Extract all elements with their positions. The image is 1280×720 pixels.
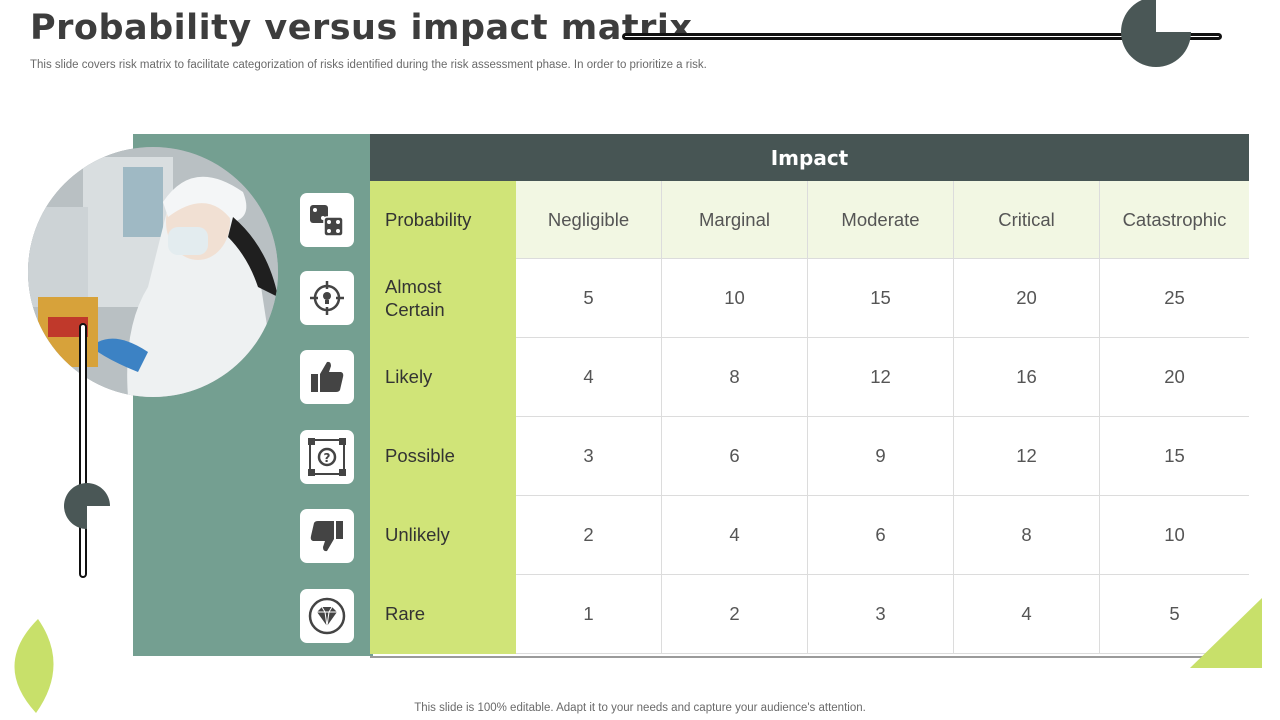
table-row: Likely 4 8 12 16 20	[370, 338, 1249, 417]
quarter-circle-decoration	[1121, 0, 1191, 67]
column-header: Marginal	[662, 181, 808, 259]
question-network-icon-box: ?	[300, 430, 354, 484]
thumbs-up-icon-box	[300, 350, 354, 404]
table-cell: 15	[808, 259, 954, 338]
svg-text:?: ?	[324, 451, 331, 465]
table-row: Possible 3 6 9 12 15	[370, 417, 1249, 496]
slide-title: Probability versus impact matrix	[30, 8, 693, 48]
row-label: Almost Certain	[370, 259, 516, 338]
target-icon-box	[300, 271, 354, 325]
vertical-slider-bar	[79, 323, 87, 578]
table-cell: 6	[808, 496, 954, 575]
table-cell: 3	[516, 417, 662, 496]
table-cell: 10	[1100, 496, 1249, 575]
thumbs-down-icon-box	[300, 509, 354, 563]
leaf-shape-decoration	[14, 619, 54, 713]
table-cell: 2	[662, 575, 808, 654]
table-cell: 20	[1100, 338, 1249, 417]
table-cell: 25	[1100, 259, 1249, 338]
row-label: Likely	[370, 338, 516, 417]
row-label-text: Almost Certain	[385, 276, 445, 320]
column-header-row: Probability Negligible Marginal Moderate…	[370, 181, 1249, 259]
table-row: Almost Certain 5 10 15 20 25	[370, 259, 1249, 338]
table-cell: 4	[516, 338, 662, 417]
table-cell: 12	[808, 338, 954, 417]
row-label: Rare	[370, 575, 516, 654]
table-cell: 6	[662, 417, 808, 496]
table-cell: 15	[1100, 417, 1249, 496]
column-header: Moderate	[808, 181, 954, 259]
column-header: Catastrophic	[1100, 181, 1249, 259]
table-cell: 8	[662, 338, 808, 417]
dice-icon-box	[300, 193, 354, 247]
table-cell: 5	[516, 259, 662, 338]
lab-scientist-photo	[28, 147, 278, 397]
table-cell: 12	[954, 417, 1100, 496]
diamond-icon	[308, 597, 346, 635]
dice-icon	[310, 205, 344, 237]
target-icon	[310, 281, 344, 315]
triangle-decoration	[1190, 598, 1262, 668]
table-cell: 2	[516, 496, 662, 575]
thumbs-down-icon	[310, 521, 343, 552]
thumbs-up-icon	[311, 361, 344, 392]
table-cell: 8	[954, 496, 1100, 575]
table-cell: 9	[808, 417, 954, 496]
diamond-icon-box	[300, 589, 354, 643]
corner-label-probability: Probability	[370, 181, 516, 259]
quarter-circle-decoration-left	[64, 483, 110, 529]
slide-footer: This slide is 100% editable. Adapt it to…	[414, 702, 866, 714]
impact-header: Impact	[370, 134, 1249, 181]
column-header: Negligible	[516, 181, 662, 259]
question-network-icon: ?	[308, 438, 346, 476]
table-row: Rare 1 2 3 4 5	[370, 575, 1249, 654]
table-row: Unlikely 2 4 6 8 10	[370, 496, 1249, 575]
table-cell: 16	[954, 338, 1100, 417]
table-cell: 4	[662, 496, 808, 575]
table-cell: 4	[954, 575, 1100, 654]
slide-subtitle: This slide covers risk matrix to facilit…	[30, 59, 707, 71]
table-cell: 3	[808, 575, 954, 654]
row-label: Unlikely	[370, 496, 516, 575]
column-header: Critical	[954, 181, 1100, 259]
row-label: Possible	[370, 417, 516, 496]
title-underline-bar	[622, 33, 1222, 40]
table-cell: 20	[954, 259, 1100, 338]
table-cell: 10	[662, 259, 808, 338]
table-cell: 1	[516, 575, 662, 654]
risk-matrix-table: Impact Probability Negligible Marginal M…	[370, 134, 1249, 658]
